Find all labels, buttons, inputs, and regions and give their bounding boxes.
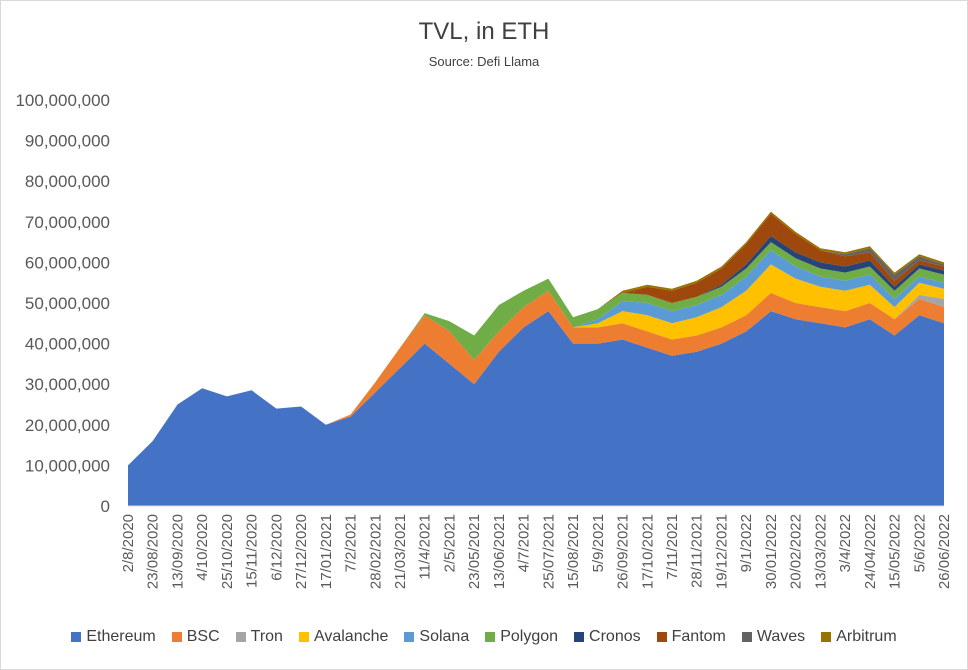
x-tick-label: 7/11/2021	[664, 514, 681, 580]
y-tick-label: 10,000,000	[25, 456, 110, 475]
legend-swatch	[298, 632, 309, 642]
x-tick-label: 9/1/2022	[738, 514, 755, 572]
y-tick-label: 100,000,000	[15, 91, 110, 110]
y-tick-label: 30,000,000	[25, 375, 110, 394]
legend-label: BSC	[186, 628, 220, 645]
x-tick-label: 4/7/2021	[516, 514, 533, 572]
x-tick-label: 23/08/2020	[145, 514, 162, 589]
legend-label: Fantom	[671, 628, 726, 645]
legend-item: Ethereum	[71, 628, 156, 646]
legend-swatch	[404, 632, 415, 642]
x-tick-label: 24/04/2022	[862, 514, 879, 589]
legend-label: Cronos	[589, 628, 641, 645]
legend-label: Polygon	[500, 628, 559, 645]
y-tick-label: 50,000,000	[25, 294, 110, 313]
legend-item: Polygon	[485, 628, 558, 646]
x-tick-label: 5/9/2021	[590, 514, 607, 572]
legend-swatch	[821, 632, 832, 642]
legend-item: Arbitrum	[821, 628, 897, 646]
legend-item: Avalanche	[298, 628, 389, 646]
legend-label: Ethereum	[86, 628, 156, 645]
legend-label: Arbitrum	[836, 628, 897, 645]
legend-label: Waves	[756, 628, 806, 645]
x-tick-label: 30/01/2022	[763, 514, 780, 589]
legend-item: BSC	[171, 628, 220, 646]
x-tick-label: 13/06/2021	[491, 514, 508, 589]
legend-label: Avalanche	[313, 628, 389, 645]
x-tick-label: 27/12/2020	[293, 514, 310, 589]
x-tick-label: 11/4/2021	[417, 514, 434, 580]
y-tick-label: 60,000,000	[25, 253, 110, 272]
x-tick-label: 4/10/2020	[194, 514, 211, 581]
x-tick-label: 26/06/2022	[936, 514, 953, 589]
x-tick-label: 17/01/2021	[318, 514, 335, 589]
x-tick-label: 15/11/2020	[244, 514, 261, 588]
x-tick-label: 6/12/2020	[268, 514, 285, 581]
x-tick-label: 23/05/2021	[466, 514, 483, 589]
legend-swatch	[71, 632, 82, 642]
legend-swatch	[485, 632, 496, 642]
y-tick-label: 0	[101, 497, 110, 516]
y-tick-label: 20,000,000	[25, 416, 110, 435]
chart-title: TVL, in ETH	[418, 18, 550, 45]
legend: Ethereum BSC Tron Avalanche Solana Polygon Cro…	[0, 628, 968, 646]
legend-swatch	[235, 632, 246, 642]
x-tick-label: 25/10/2020	[219, 514, 236, 589]
series-area-polygon	[128, 242, 944, 466]
x-tick-label: 21/03/2021	[392, 514, 409, 589]
x-tick-label: 17/10/2021	[639, 514, 656, 589]
x-tick-label: 5/6/2022	[911, 514, 928, 572]
x-tick-label: 7/2/2021	[343, 514, 360, 572]
x-tick-label: 13/03/2022	[812, 514, 829, 589]
y-tick-label: 90,000,000	[25, 132, 110, 151]
legend-item: Waves	[741, 628, 806, 646]
x-tick-label: 20/02/2022	[788, 514, 805, 589]
x-tick-label: 2/8/2020	[120, 514, 137, 572]
legend-item: Solana	[404, 628, 469, 646]
chart-subtitle: Source: Defi Llama	[428, 54, 540, 69]
y-tick-label: 80,000,000	[25, 172, 110, 191]
legend-swatch	[171, 632, 182, 642]
x-tick-label: 28/02/2021	[367, 514, 384, 589]
legend-swatch	[574, 632, 585, 642]
legend-label: Tron	[250, 628, 283, 645]
x-tick-label: 15/08/2021	[565, 514, 582, 589]
legend-item: Tron	[235, 628, 283, 646]
y-tick-label: 40,000,000	[25, 335, 110, 354]
x-tick-label: 2/5/2021	[441, 514, 458, 572]
x-tick-label: 15/05/2022	[887, 514, 904, 589]
x-tick-label: 13/09/2020	[169, 514, 186, 589]
legend-swatch	[741, 632, 752, 642]
x-tick-label: 19/12/2021	[713, 514, 730, 589]
legend-label: Solana	[419, 628, 470, 645]
series-area-avalanche	[128, 264, 944, 466]
y-tick-label: 70,000,000	[25, 213, 110, 232]
legend-swatch	[656, 632, 667, 642]
legend-item: Cronos	[574, 628, 641, 646]
x-tick-label: 25/07/2021	[540, 514, 557, 589]
x-tick-label: 26/09/2021	[615, 514, 632, 589]
x-tick-label: 3/4/2022	[837, 514, 854, 572]
legend-item: Fantom	[656, 628, 726, 646]
series-area-ethereum	[128, 311, 944, 506]
series-area-bsc	[128, 290, 944, 466]
x-tick-label: 28/11/2021	[689, 514, 706, 588]
